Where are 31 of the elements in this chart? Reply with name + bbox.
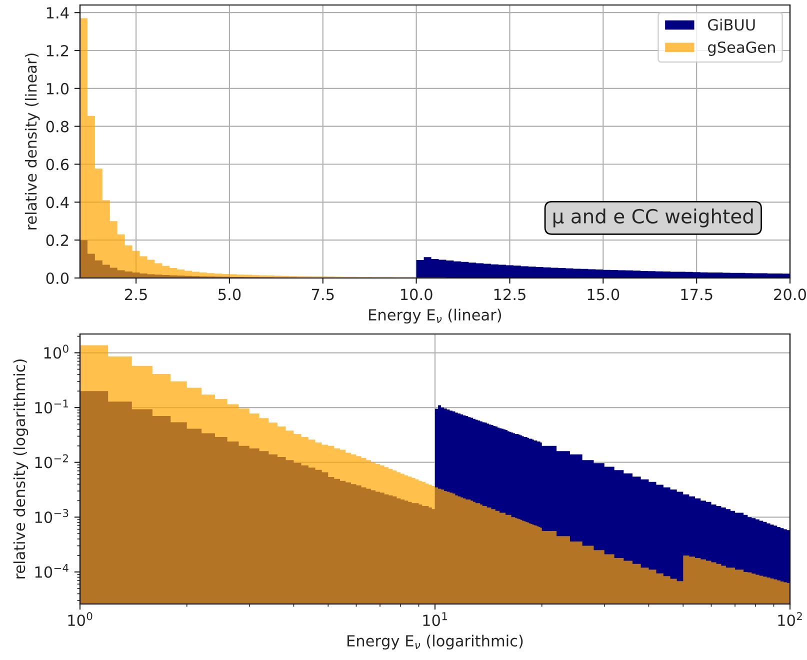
- y-tick-label: 10$^{−4}$: [35, 564, 68, 578]
- x-tick-label: 17.5: [681, 288, 712, 300]
- x-tick-label: 7.5: [312, 288, 334, 300]
- y-tick-label: 0.6: [46, 158, 69, 170]
- x-tick-label: 2.5: [125, 288, 147, 300]
- y-tick-label: 0.8: [46, 120, 69, 132]
- y-tick-label: 10$^{−1}$: [35, 400, 68, 414]
- y-tick-label: 0.0: [46, 272, 69, 284]
- x-tick-label: 12.5: [494, 288, 526, 300]
- annotation: μ and e CC weighted: [553, 208, 753, 228]
- x-axis-title: Energy E$_{ν}$ (logarithmic): [348, 634, 523, 650]
- legend-label: gSeaGen: [708, 41, 775, 56]
- y-tick-label: 0.4: [46, 196, 69, 208]
- x-tick-label: 20.0: [774, 288, 806, 300]
- y-axis-title: relative density (linear): [24, 54, 40, 230]
- x-axis-title: Energy E$_{ν}$ (linear): [369, 308, 502, 324]
- x-tick-label: 15.0: [588, 288, 620, 300]
- x-tick-label: 5.0: [218, 288, 241, 300]
- legend-label: GiBUU: [708, 18, 755, 31]
- y-axis-title: relative density (logarithmic): [13, 359, 28, 578]
- x-tick-label: 10$^{0}$: [68, 612, 92, 626]
- y-tick-label: 10$^{−2}$: [35, 454, 68, 468]
- y-tick-label: 10$^{0}$: [44, 344, 68, 359]
- x-tick-label: 10$^{1}$: [423, 612, 447, 626]
- x-tick-label: 10$^{2}$: [778, 612, 802, 626]
- y-tick-label: 10$^{−3}$: [35, 509, 68, 524]
- y-tick-label: 1.0: [46, 82, 69, 94]
- y-tick-label: 0.2: [46, 234, 68, 246]
- y-tick-label: 1.4: [46, 7, 69, 18]
- x-tick-label: 10.0: [400, 288, 432, 300]
- y-tick-label: 1.2: [46, 44, 68, 56]
